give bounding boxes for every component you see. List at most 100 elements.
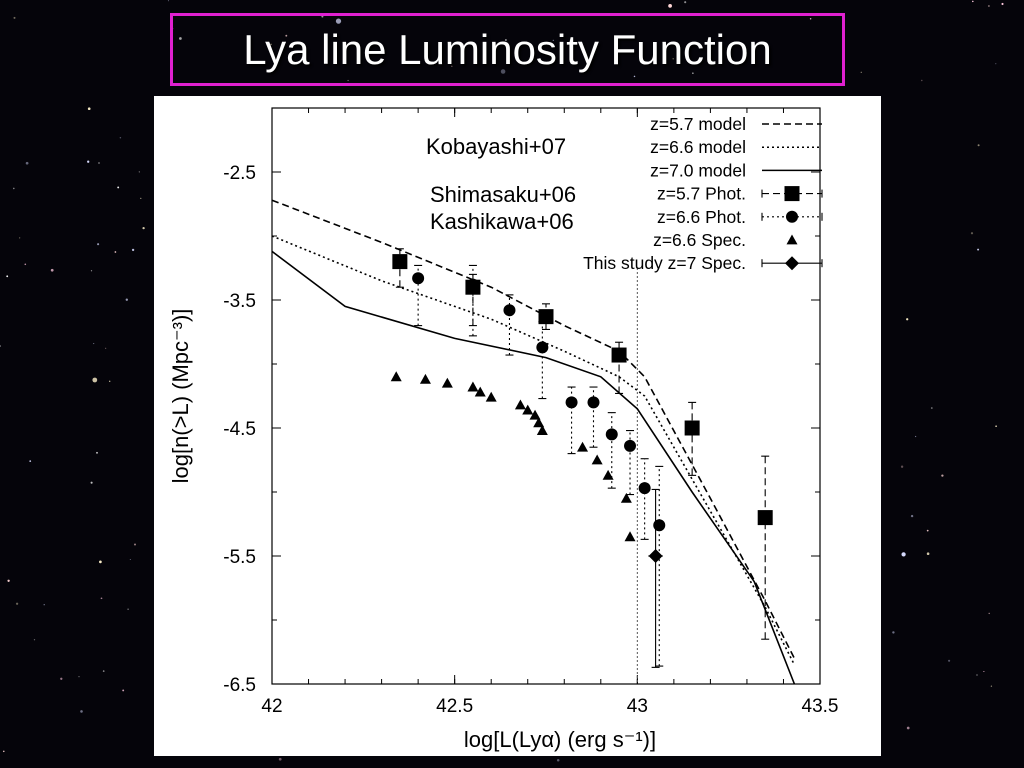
- star: [988, 612, 990, 615]
- star: [972, 0, 974, 3]
- star: [119, 136, 122, 139]
- star: [926, 552, 930, 555]
- series-6: [648, 488, 663, 668]
- data-point-circle: [624, 439, 637, 452]
- legend-label: z=5.7 model: [650, 114, 746, 134]
- star: [970, 232, 974, 235]
- star: [941, 474, 944, 477]
- legend-swatch-marker: [786, 210, 798, 223]
- star: [24, 263, 27, 266]
- data-point-circle: [503, 304, 516, 317]
- star: [983, 671, 985, 672]
- x-tick-label: 43: [627, 696, 648, 717]
- data-point-triangle: [441, 377, 453, 388]
- data-point-circle: [565, 396, 578, 409]
- star: [97, 243, 100, 246]
- x-tick-label: 42.5: [436, 696, 473, 717]
- star: [96, 451, 98, 454]
- star: [114, 251, 117, 253]
- data-point-circle: [653, 519, 666, 532]
- star: [995, 425, 997, 428]
- x-axis-label: log[L(Lyα) (erg s⁻¹)]: [464, 727, 656, 752]
- star: [90, 270, 93, 272]
- star: [50, 268, 54, 272]
- star: [987, 5, 990, 7]
- star: [668, 4, 672, 8]
- star: [892, 631, 895, 634]
- legend-swatch-marker: [784, 186, 800, 202]
- legend-swatch-marker: [786, 234, 798, 245]
- series-4: [412, 264, 666, 667]
- legend-label: This study z=7 Spec.: [583, 253, 746, 273]
- star: [87, 160, 90, 163]
- star: [860, 71, 862, 73]
- star: [914, 435, 917, 438]
- star: [131, 248, 135, 252]
- data-point-triangle: [467, 381, 479, 392]
- star: [900, 465, 904, 468]
- star: [948, 659, 951, 662]
- y-tick-label: -5.5: [223, 547, 256, 568]
- star: [60, 677, 63, 680]
- data-point-triangle: [577, 441, 589, 452]
- star: [990, 685, 993, 687]
- star: [692, 72, 694, 74]
- series-5: [390, 371, 636, 542]
- star: [930, 407, 933, 409]
- star: [347, 79, 349, 82]
- star: [102, 670, 105, 672]
- title-box: Lya line Luminosity Function: [170, 13, 845, 86]
- star: [43, 604, 45, 606]
- y-tick-label: -4.5: [223, 419, 256, 440]
- luminosity-function-chart: 42 42.5 43 43.5 -2.5 -3.5 -4.5 -5.5 -6.5 log[L(Ly…: [154, 96, 881, 756]
- star: [976, 674, 978, 676]
- star: [977, 248, 980, 251]
- star: [321, 15, 324, 18]
- star: [504, 39, 507, 41]
- star: [15, 602, 19, 605]
- series-group: [271, 199, 796, 685]
- annotation-label: Kobayashi+07: [426, 134, 566, 159]
- star: [78, 676, 80, 678]
- axes: 42 42.5 43 43.5 -2.5 -3.5 -4.5 -5.5 -6.5 log[L(Ly…: [168, 107, 838, 752]
- star: [684, 1, 687, 4]
- star: [179, 37, 182, 40]
- star: [278, 757, 282, 761]
- star: [19, 237, 21, 239]
- star: [122, 689, 125, 692]
- star: [87, 107, 91, 111]
- star: [13, 16, 16, 19]
- data-point-square: [684, 420, 700, 436]
- data-point-triangle: [529, 409, 541, 420]
- data-point-square: [538, 309, 554, 325]
- star: [167, 0, 170, 2]
- plot-background: [154, 96, 881, 756]
- star: [672, 58, 674, 60]
- legend-label: z=6.6 Phot.: [657, 207, 746, 227]
- y-axis-label: log[n(>L) (Mpc⁻³)]: [168, 309, 193, 484]
- star: [901, 552, 906, 557]
- star: [13, 187, 15, 190]
- star: [926, 529, 929, 532]
- data-point-triangle: [390, 371, 402, 382]
- star: [0, 345, 1, 347]
- star: [906, 726, 910, 730]
- data-point-triangle: [591, 454, 603, 465]
- data-point-square: [392, 254, 408, 270]
- legend-label: z=6.6 Spec.: [653, 230, 746, 250]
- y-tick-label: -6.5: [223, 675, 256, 696]
- star: [552, 39, 554, 42]
- star: [7, 579, 10, 582]
- data-point-triangle: [620, 492, 632, 503]
- star: [285, 34, 288, 37]
- star: [99, 560, 102, 564]
- series-2: [271, 250, 796, 685]
- data-point-triangle: [474, 386, 486, 397]
- data-point-triangle: [485, 391, 497, 402]
- star: [80, 710, 83, 713]
- series-3: [392, 248, 773, 640]
- star: [3, 750, 5, 753]
- star: [906, 318, 909, 321]
- legend: z=5.7 model z=6.6 model z=7.0 model z=5.7 P…: [583, 114, 823, 273]
- legend-label: z=5.7 Phot.: [657, 184, 746, 204]
